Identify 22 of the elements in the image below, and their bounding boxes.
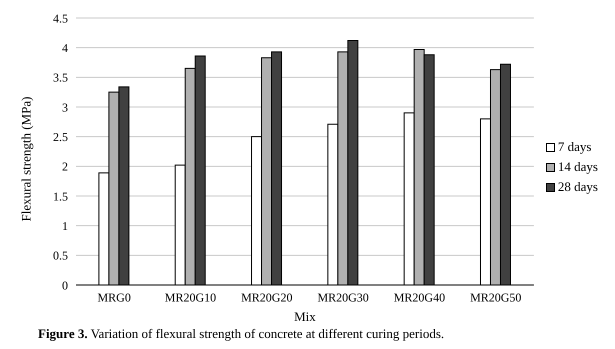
y-axis-title: Flexural strength (MPa) <box>18 96 34 222</box>
x-tick-label: MR20G50 <box>470 290 522 305</box>
y-tick-label: 2.5 <box>53 130 68 144</box>
y-tick-label: 4 <box>62 40 68 55</box>
y-tick-label: 1 <box>62 218 68 233</box>
legend-label: 28 days <box>558 179 598 195</box>
x-axis-title: Mix <box>294 309 316 324</box>
y-tick-label: 3 <box>62 100 68 114</box>
y-tick-label: 0 <box>62 278 68 292</box>
x-tick-label: MR20G10 <box>164 290 216 305</box>
caption: Figure 3. Variation of flexural strength of concrete at different curing periods. <box>37 326 446 342</box>
x-tick-label: MR20G40 <box>394 290 446 305</box>
x-tick-label: MRG0 <box>97 290 131 305</box>
legend-label: 14 days <box>558 159 598 175</box>
y-tick-label: 4.5 <box>53 11 68 26</box>
y-tick-label: 2 <box>62 160 68 174</box>
y-tick-label: 3.5 <box>53 70 68 85</box>
x-tick-label: MR20G30 <box>317 290 369 305</box>
x-tick-label: MR20G20 <box>241 290 292 305</box>
y-tick-label: 1.5 <box>53 189 68 204</box>
y-tick-label: 0.5 <box>53 248 68 263</box>
legend-label: 7 days <box>558 139 592 155</box>
